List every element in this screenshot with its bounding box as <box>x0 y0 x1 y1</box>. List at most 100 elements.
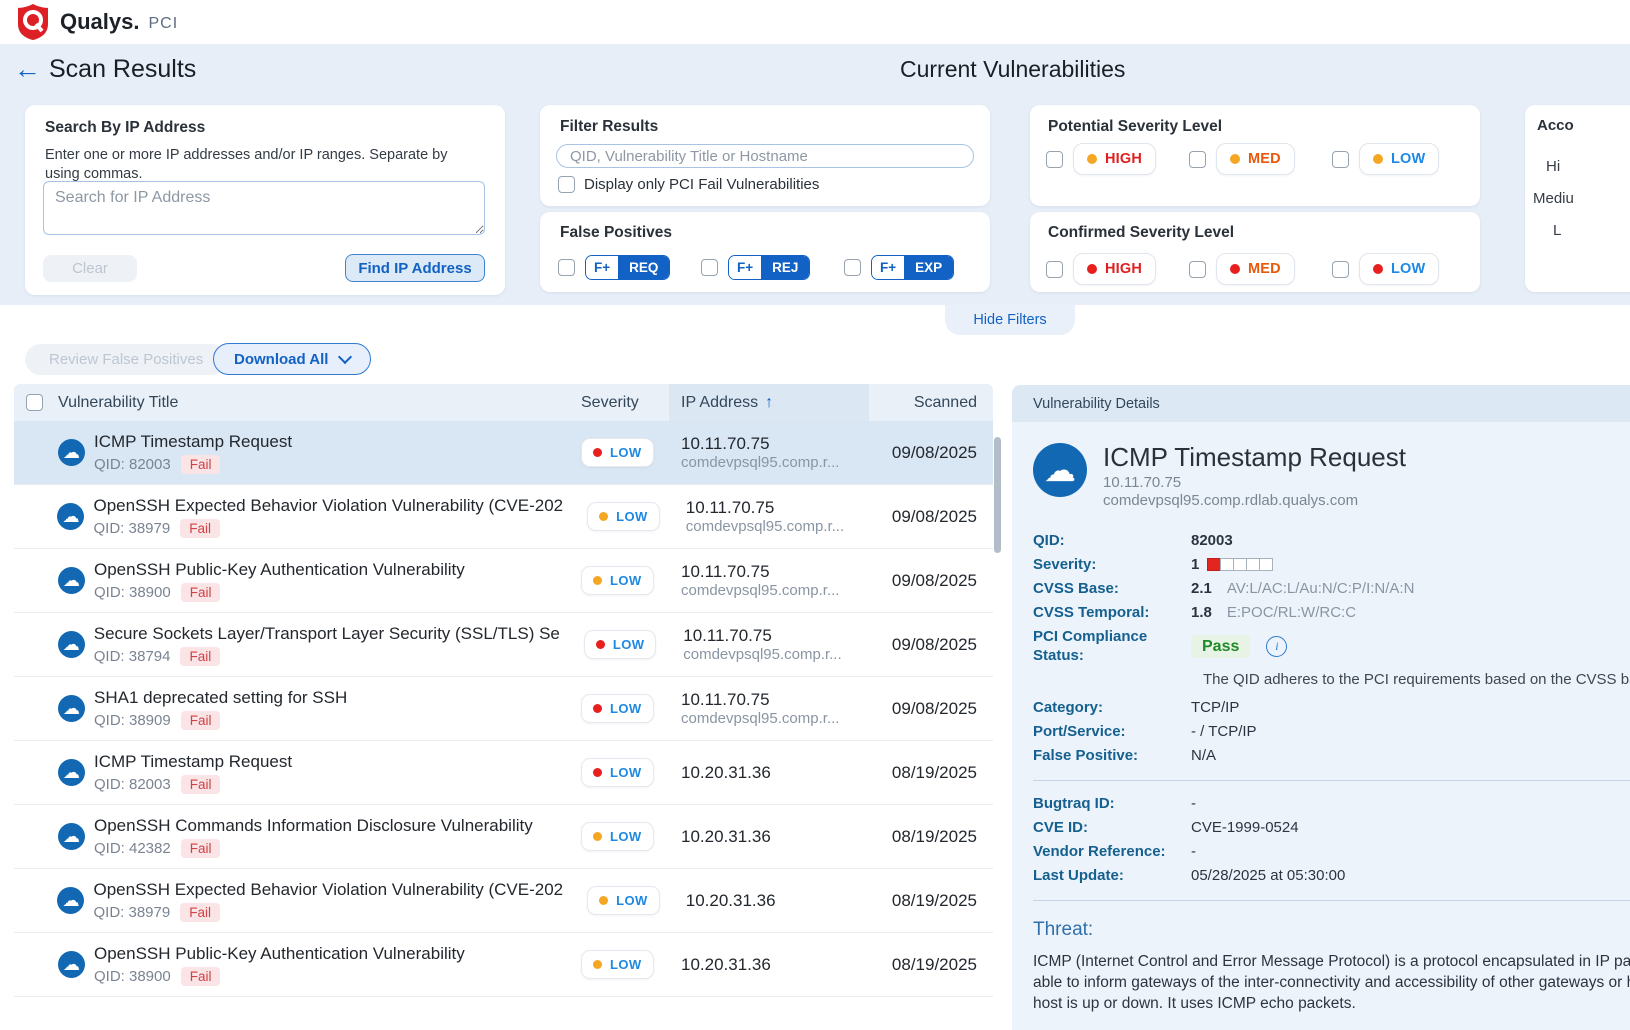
cvss-temporal-value: 1.8 <box>1191 603 1212 622</box>
pci-note: The QID adheres to the PCI requirements … <box>1203 671 1630 688</box>
hide-filters-button[interactable]: Hide Filters <box>945 305 1075 335</box>
fail-badge: Fail <box>181 839 221 858</box>
fp-exp-checkbox[interactable] <box>844 259 861 276</box>
potential-low-checkbox[interactable] <box>1332 151 1349 168</box>
category-value: TCP/IP <box>1191 698 1239 717</box>
details-ip: 10.11.70.75 <box>1103 474 1406 491</box>
last-update-value: 05/28/2025 at 05:30:00 <box>1191 866 1345 885</box>
cve-id-label: CVE ID: <box>1033 818 1191 837</box>
cloud-icon: ☁ <box>58 823 85 850</box>
table-row[interactable]: ☁ ICMP Timestamp Request QID: 82003 Fail… <box>14 741 993 805</box>
table-row[interactable]: ☁ OpenSSH Expected Behavior Violation Vu… <box>14 485 993 549</box>
severity-segment <box>1220 558 1234 571</box>
qid-field-label: QID: <box>1033 531 1191 550</box>
qid-label: QID: 38900 <box>94 968 171 985</box>
cvss-temporal-label: CVSS Temporal: <box>1033 603 1191 622</box>
clipped-panel-title: Acco <box>1537 117 1574 134</box>
scanned-date: 09/08/2025 <box>871 507 993 527</box>
scanned-date: 09/08/2025 <box>869 699 993 719</box>
potential-med-option[interactable]: MED <box>1216 143 1295 175</box>
cloud-icon: ☁ <box>58 567 85 594</box>
pci-status-label: PCI Compliance Status: <box>1033 627 1191 665</box>
table-row[interactable]: ☁ Secure Sockets Layer/Transport Layer S… <box>14 613 993 677</box>
potential-med-checkbox[interactable] <box>1189 151 1206 168</box>
info-icon[interactable]: i <box>1266 636 1287 657</box>
potential-high-checkbox[interactable] <box>1046 151 1063 168</box>
table-row[interactable]: ☁ OpenSSH Public-Key Authentication Vuln… <box>14 933 993 997</box>
fp-req-checkbox[interactable] <box>558 259 575 276</box>
severity-dot <box>599 512 608 521</box>
hostname: comdevpsql95.comp.r... <box>686 518 864 535</box>
clipped-row-low: L <box>1553 222 1561 239</box>
scanned-date: 08/19/2025 <box>871 891 993 911</box>
potential-high-option[interactable]: HIGH <box>1073 143 1156 175</box>
false-positives-title: False Positives <box>560 224 970 242</box>
potential-severity-title: Potential Severity Level <box>1048 118 1462 136</box>
vulnerability-title: Secure Sockets Layer/Transport Layer Sec… <box>94 624 560 644</box>
ip-address: 10.11.70.75 <box>686 498 871 518</box>
severity-bar <box>1208 558 1273 571</box>
clear-button[interactable]: Clear <box>43 255 137 282</box>
table-row[interactable]: ☁ OpenSSH Expected Behavior Violation Vu… <box>14 869 993 933</box>
confirmed-med-checkbox[interactable] <box>1189 261 1206 278</box>
table-scrollbar[interactable] <box>994 437 1001 553</box>
confirmed-low-option[interactable]: LOW <box>1359 253 1439 285</box>
table-row[interactable]: ☁ OpenSSH Commands Information Disclosur… <box>14 805 993 869</box>
table-row[interactable]: ☁ ICMP Timestamp Request QID: 82003 Fail… <box>14 421 993 485</box>
severity-dot <box>593 704 602 713</box>
severity-option-label: MED <box>1248 261 1281 277</box>
confirmed-high-option[interactable]: HIGH <box>1073 253 1156 285</box>
severity-pill: LOW <box>581 694 654 723</box>
bugtraq-label: Bugtraq ID: <box>1033 794 1191 813</box>
column-header-scanned[interactable]: Scanned <box>869 394 993 412</box>
filter-input[interactable] <box>556 144 974 168</box>
ip-search-textarea[interactable] <box>43 181 485 235</box>
back-arrow-icon[interactable]: ← <box>14 56 41 83</box>
confirmed-severity-title: Confirmed Severity Level <box>1048 224 1462 242</box>
download-all-button[interactable]: Download All <box>213 343 371 375</box>
column-header-severity[interactable]: Severity <box>557 394 669 412</box>
qid-label: QID: 38979 <box>93 520 170 537</box>
qualys-logo <box>16 3 50 41</box>
potential-low-option[interactable]: LOW <box>1359 143 1439 175</box>
sort-ascending-icon: ↑ <box>765 394 773 412</box>
severity-dot <box>593 832 602 841</box>
product-label: PCI <box>148 15 178 33</box>
severity-segment <box>1259 558 1273 571</box>
qid-label: QID: 42382 <box>94 840 171 857</box>
pci-fail-checkbox[interactable] <box>558 176 575 193</box>
severity-dot <box>1230 264 1240 274</box>
fp-req-badge[interactable]: F+ REQ <box>585 255 670 280</box>
qid-value: 82003 <box>1191 531 1233 550</box>
hostname: comdevpsql95.comp.r... <box>681 710 859 727</box>
vulnerability-title: ICMP Timestamp Request <box>94 752 292 772</box>
details-hostname: comdevpsql95.comp.rdlab.qualys.com <box>1103 492 1406 509</box>
column-header-title[interactable]: Vulnerability Title <box>58 394 557 412</box>
table-row[interactable]: ☁ SHA1 deprecated setting for SSH QID: 3… <box>14 677 993 741</box>
cve-link[interactable]: CVE-1999-0524 <box>1191 818 1299 837</box>
filter-results-panel: Filter Results Display only PCI Fail Vul… <box>540 105 990 206</box>
fp-exp-badge[interactable]: F+ EXP <box>871 255 954 280</box>
details-panel-body: ☁ ICMP Timestamp Request 10.11.70.75 com… <box>1012 422 1630 1030</box>
table-row[interactable]: ☁ OpenSSH Public-Key Authentication Vuln… <box>14 549 993 613</box>
table-header: Vulnerability Title Severity IP Address … <box>14 384 993 421</box>
fp-rej-checkbox[interactable] <box>701 259 718 276</box>
divider <box>1033 900 1630 901</box>
qid-label: QID: 82003 <box>94 776 171 793</box>
column-header-ip[interactable]: IP Address ↑ <box>669 384 869 421</box>
fail-badge: Fail <box>181 583 221 602</box>
qid-label: QID: 38900 <box>94 584 171 601</box>
severity-option-label: LOW <box>1391 261 1425 277</box>
cloud-icon: ☁ <box>57 887 84 914</box>
vulnerability-title: SHA1 deprecated setting for SSH <box>94 688 347 708</box>
vulnerability-title: OpenSSH Public-Key Authentication Vulner… <box>94 560 465 580</box>
fp-rej-badge[interactable]: F+ REJ <box>728 255 810 280</box>
back-link[interactable]: ← Scan Results <box>14 55 196 84</box>
review-false-positives-button[interactable]: Review False Positives <box>25 344 227 375</box>
hostname: comdevpsql95.comp.r... <box>681 582 859 599</box>
confirmed-med-option[interactable]: MED <box>1216 253 1295 285</box>
select-all-checkbox[interactable] <box>26 394 43 411</box>
find-ip-button[interactable]: Find IP Address <box>345 254 485 282</box>
confirmed-low-checkbox[interactable] <box>1332 261 1349 278</box>
confirmed-high-checkbox[interactable] <box>1046 261 1063 278</box>
